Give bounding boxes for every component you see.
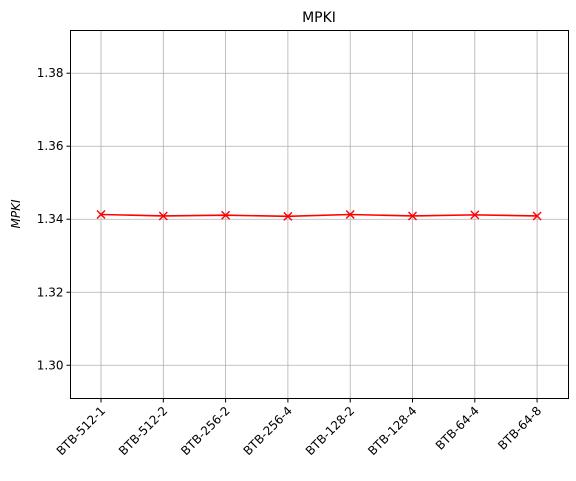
y-axis-label: MPKI — [9, 199, 23, 228]
x-tick-label: BTB-128-2 — [303, 404, 357, 458]
x-tick-label: BTB-256-4 — [241, 404, 295, 458]
y-tick-label: 1.36 — [37, 139, 64, 153]
y-tick-label: 1.32 — [37, 285, 64, 299]
series-line — [101, 215, 537, 217]
x-tick-label: BTB-512-1 — [54, 404, 108, 458]
y-tick-label: 1.38 — [37, 66, 64, 80]
x-tick-label: BTB-128-4 — [365, 404, 419, 458]
chart-title: MPKI — [302, 10, 336, 26]
x-tick-label: BTB-64-8 — [495, 404, 544, 453]
x-tick-label: BTB-64-4 — [433, 404, 482, 453]
y-tick-label: 1.30 — [37, 358, 64, 372]
y-tick-label: 1.34 — [37, 212, 64, 226]
x-tick-label: BTB-256-2 — [178, 404, 232, 458]
x-tick-label: BTB-512-2 — [116, 404, 170, 458]
